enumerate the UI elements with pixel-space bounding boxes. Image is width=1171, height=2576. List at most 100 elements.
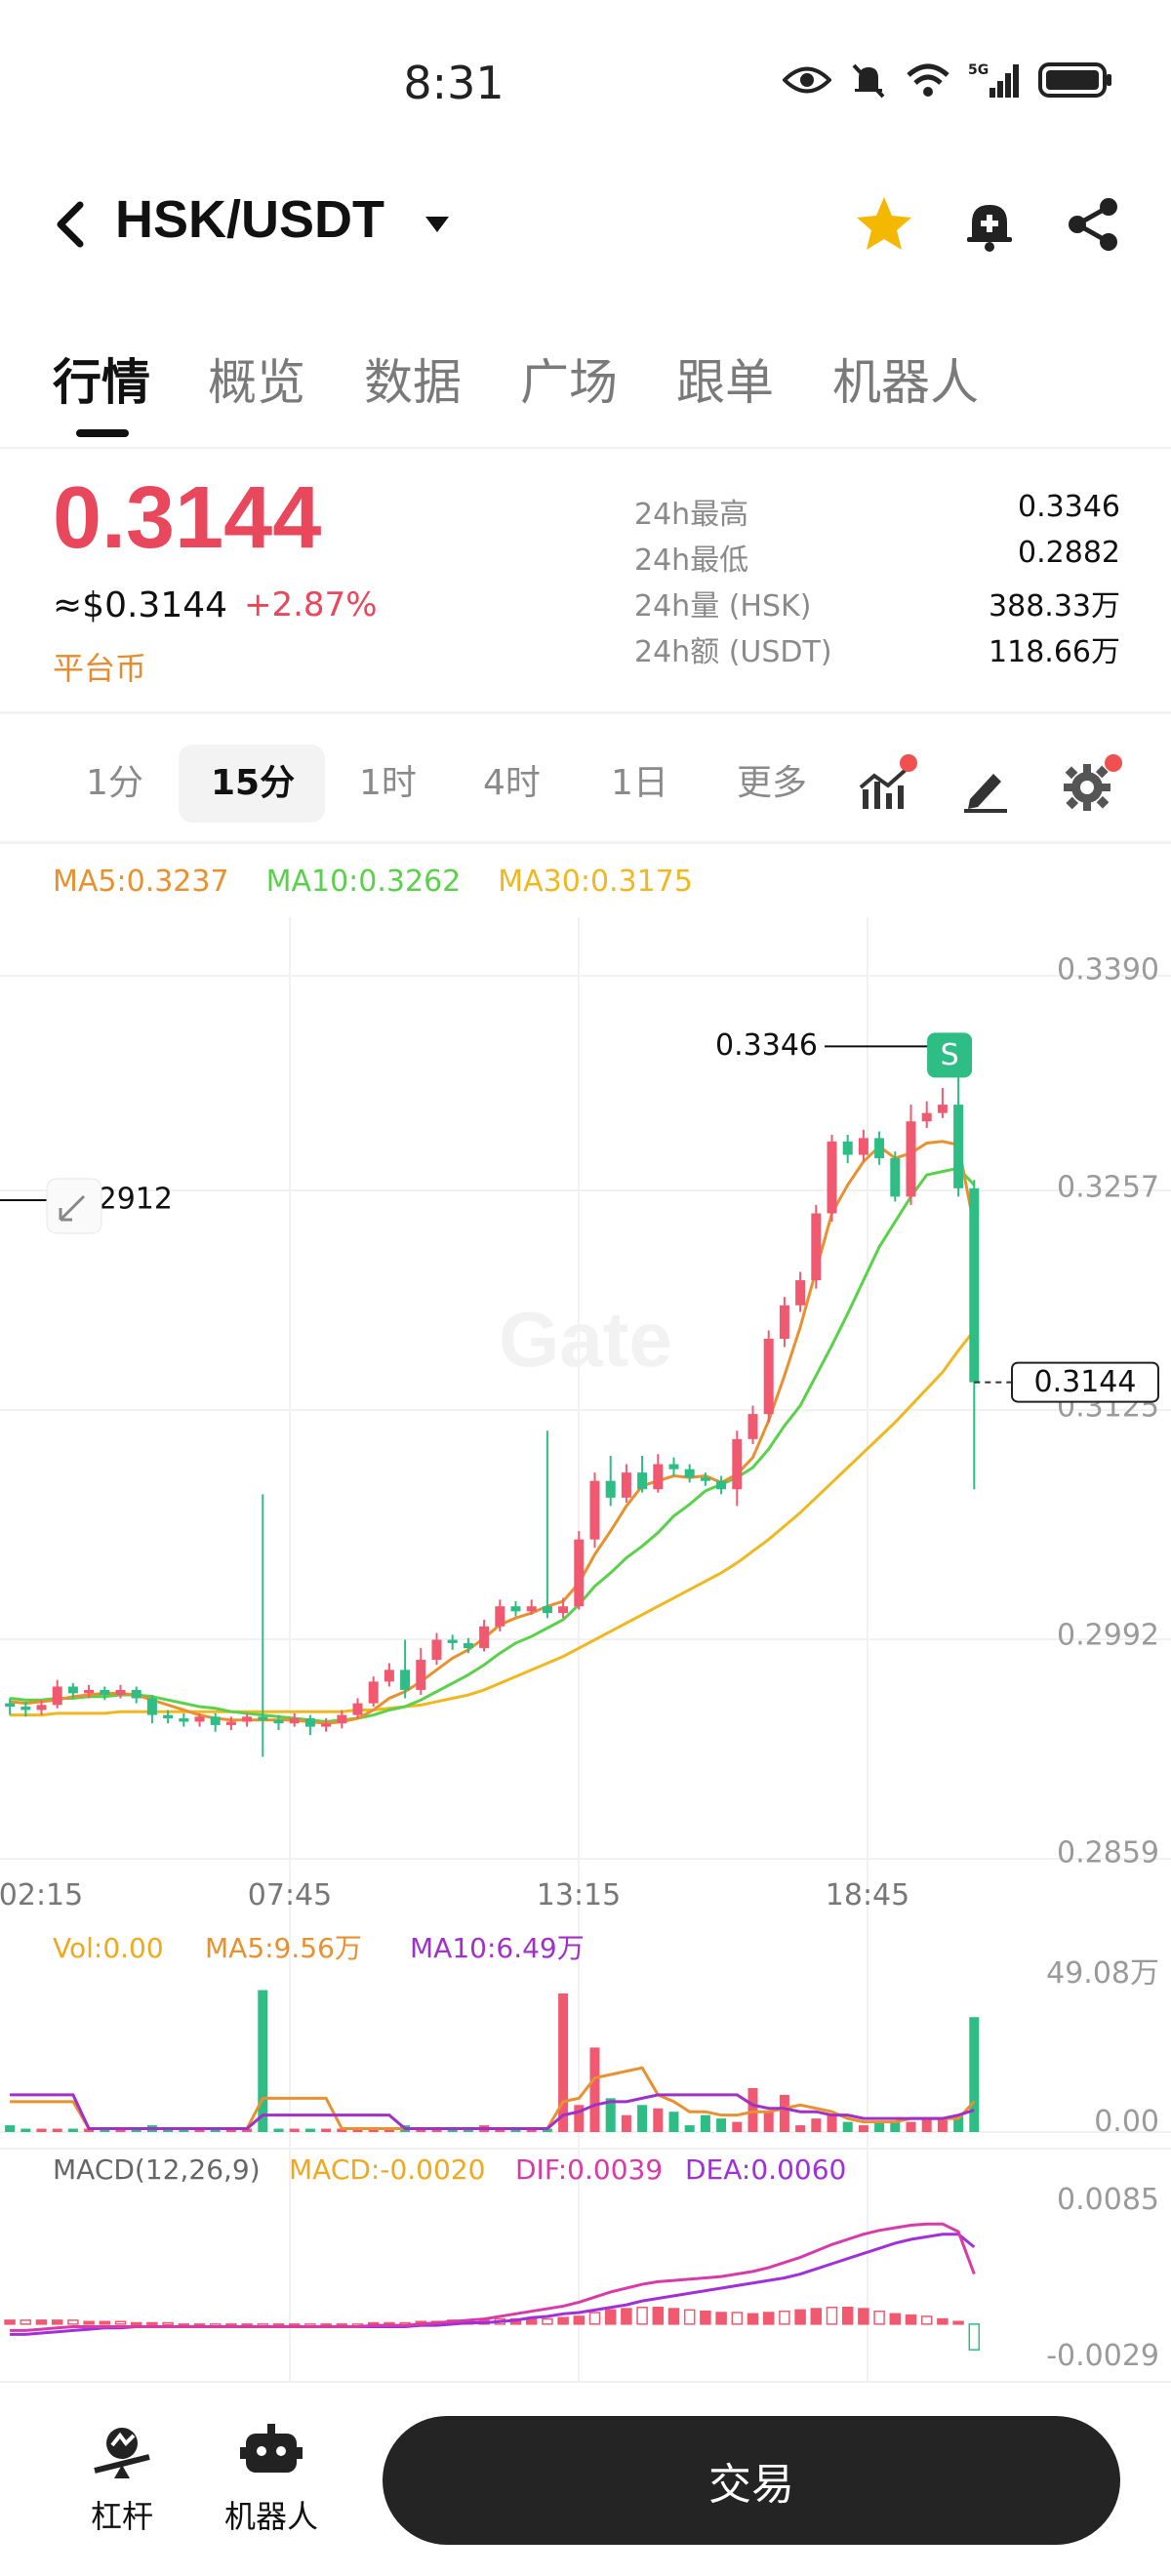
volume-bar (447, 2128, 458, 2132)
kline-chart[interactable]: Gate0.33900.32570.31250.29920.28590.3346… (0, 917, 1171, 2410)
macd-hist-bar (525, 2317, 538, 2325)
gate-watermark: Gate (499, 1296, 672, 1383)
caret-down-icon[interactable] (424, 215, 451, 234)
volume-bar (779, 2094, 789, 2132)
interval-4h[interactable]: 4时 (483, 763, 541, 803)
macd-hist-bar (810, 2308, 823, 2325)
volume-bar (100, 2128, 110, 2132)
macd-legend-macd: MACD:-0.0020 (289, 2153, 485, 2186)
time-axis-label: 07:45 (248, 1878, 332, 1912)
macd-hist-bar (889, 2313, 902, 2325)
price-summary: 0.3144 ≈$0.3144 +2.87% 平台币 24h最高 0.3346 … (0, 459, 1171, 714)
volume-bar (621, 2114, 631, 2132)
macd-hist-bar (715, 2312, 727, 2325)
share-icon[interactable] (1062, 193, 1124, 256)
volume-ma10-line (10, 2093, 975, 2131)
macd-hist-bar (67, 2319, 79, 2325)
tab-data[interactable]: 数据 (364, 354, 462, 411)
candle-body (400, 1670, 411, 1690)
add-alert-bell-icon[interactable] (958, 193, 1021, 256)
candle-body (5, 1703, 16, 1708)
candle-body (242, 1716, 253, 1722)
interval-1d[interactable]: 1日 (611, 763, 668, 803)
status-time: 8:31 (403, 57, 505, 109)
volume-legend-ma5: MA5:9.56万 (205, 1932, 362, 1964)
candle-body (225, 1721, 236, 1725)
candle-body (653, 1464, 664, 1490)
star-icon[interactable] (853, 193, 915, 256)
candle-body (258, 1716, 268, 1720)
candle-body (668, 1464, 679, 1469)
candle-body (621, 1472, 631, 1498)
volume-bar (842, 2121, 853, 2132)
leverage-button[interactable]: 杠杆 (59, 2422, 185, 2537)
candle-body (827, 1141, 837, 1214)
interval-15m[interactable]: 15分 (211, 763, 296, 803)
indicators-icon[interactable] (857, 754, 917, 815)
platform-coin-tag[interactable]: 平台币 (53, 650, 147, 687)
macd-hist-bar (762, 2312, 775, 2325)
time-axis-label: 02:15 (0, 1878, 83, 1912)
active-interval-highlight (179, 745, 325, 823)
volume-bar (258, 1990, 268, 2132)
interval-1m[interactable]: 1分 (86, 763, 143, 803)
candle-body (321, 1723, 332, 1727)
volume-bar (52, 2128, 62, 2132)
candle-body (20, 1707, 31, 1711)
tab-market[interactable]: 行情 (53, 354, 150, 411)
volume-bar (5, 2125, 16, 2132)
volume-bar (20, 2128, 31, 2132)
percent-change: +2.87% (244, 585, 378, 624)
volume-bar (210, 2128, 221, 2132)
candle-body (368, 1681, 379, 1704)
macd-legend-dea: DEA:0.0060 (685, 2153, 846, 2186)
candle-body (542, 1606, 552, 1614)
macd-hist-bar (779, 2310, 790, 2325)
stat-value-low: 0.2882 (1018, 536, 1120, 570)
indicators-notice-dot (900, 754, 917, 772)
last-price: 0.3144 (53, 469, 322, 567)
time-axis-label: 18:45 (826, 1878, 909, 1912)
macd-hist-bar (968, 2323, 981, 2351)
interval-1h[interactable]: 1时 (359, 763, 417, 803)
candle-body (416, 1660, 426, 1690)
candle-body (795, 1280, 806, 1306)
macd-hist-bar (826, 2306, 838, 2325)
usd-price: ≈$0.3144 (53, 585, 228, 625)
trade-button[interactable]: 交易 (383, 2416, 1120, 2545)
ma10-line (9, 1166, 976, 1723)
tab-overview[interactable]: 概览 (208, 354, 305, 411)
tab-copy-trade[interactable]: 跟单 (676, 354, 774, 411)
volume-bar (811, 2118, 822, 2132)
cellular-signal-icon: 5G (968, 60, 1021, 103)
candle-body (716, 1480, 727, 1490)
tab-bots[interactable]: 机器人 (832, 354, 979, 411)
volume-bar (542, 2128, 552, 2132)
tab-square[interactable]: 广场 (520, 354, 618, 411)
candle-body (906, 1121, 916, 1197)
macd-hist-bar (636, 2306, 648, 2325)
high-marker-label: 0.3346 (715, 1028, 818, 1063)
candle-body (574, 1539, 585, 1607)
volume-bar (36, 2128, 47, 2132)
candle-body (732, 1438, 743, 1490)
back-arrow-icon[interactable] (51, 197, 90, 252)
macd-hist-bar (905, 2314, 917, 2325)
stat-label-high: 24h最高 (634, 498, 749, 532)
robot-button[interactable]: 机器人 (208, 2422, 335, 2537)
volume-bar (716, 2118, 727, 2132)
price-axis-label: 0.2992 (1057, 1619, 1159, 1653)
draw-pen-icon[interactable] (958, 760, 1013, 815)
volume-legend-ma10: MA10:6.49万 (410, 1932, 585, 1964)
candle-body (352, 1703, 363, 1715)
macd-axis-min: -0.0029 (1046, 2339, 1159, 2373)
interval-more[interactable]: 更多 (737, 763, 808, 803)
pair-title[interactable]: HSK/USDT (115, 190, 385, 249)
candle-body (384, 1670, 394, 1682)
candle-body (179, 1718, 189, 1722)
volume-bar (289, 2128, 300, 2132)
settings-gear-icon[interactable] (1060, 754, 1122, 815)
volume-bar (969, 2017, 980, 2132)
volume-bar (953, 2114, 964, 2132)
volume-bar (352, 2128, 363, 2132)
